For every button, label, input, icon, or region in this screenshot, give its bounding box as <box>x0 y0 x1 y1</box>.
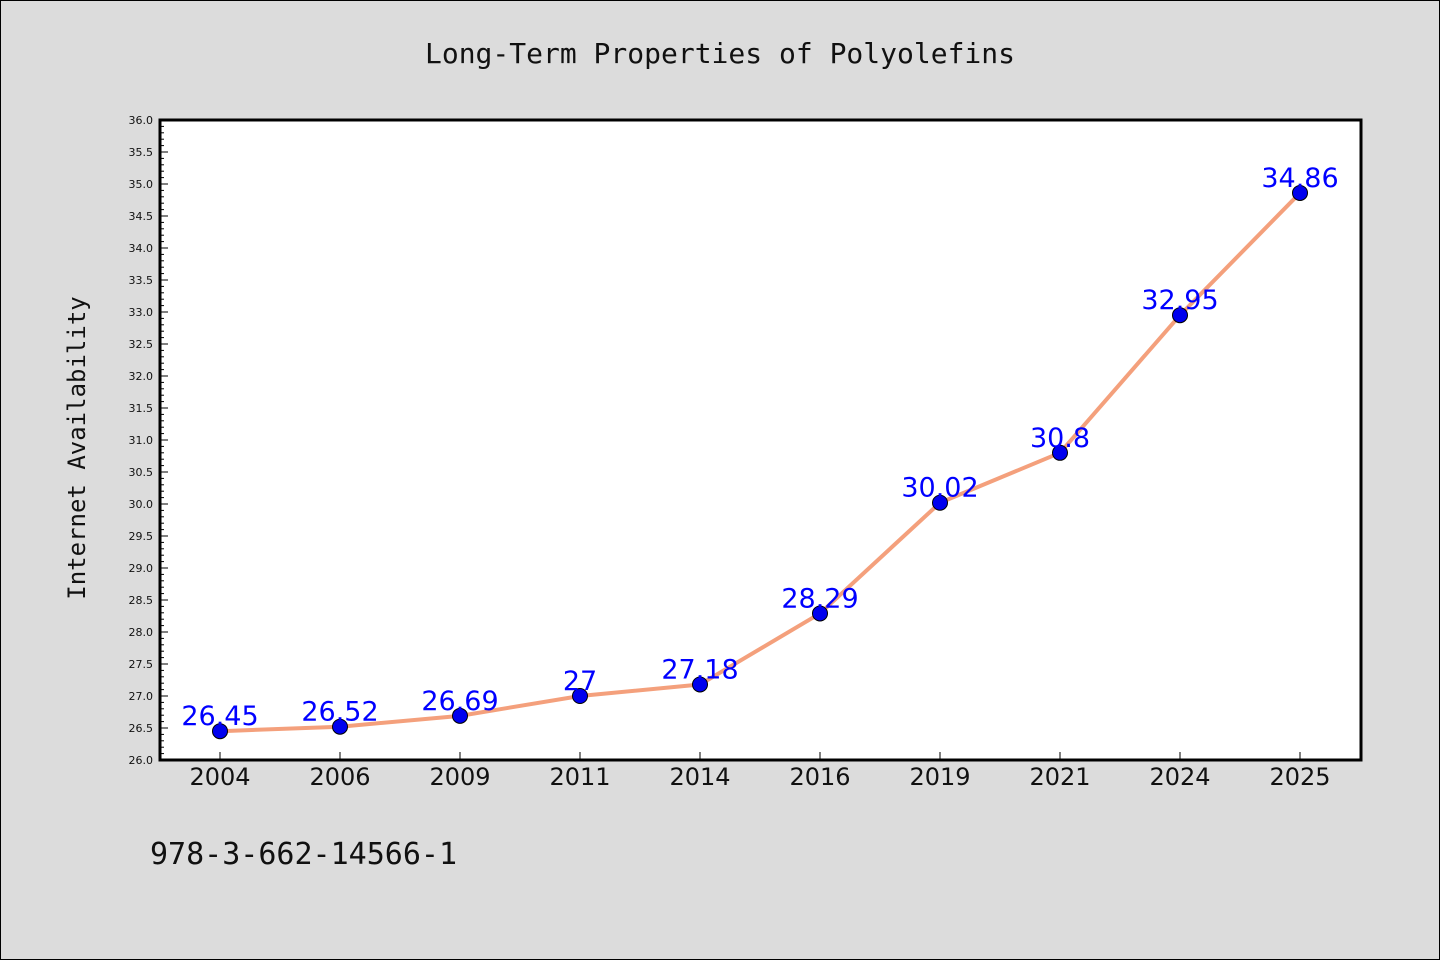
y-tick-label: 35.0 <box>129 178 154 191</box>
y-tick-label: 30.0 <box>129 498 154 511</box>
data-label: 34.86 <box>1261 163 1338 194</box>
y-tick-label: 29.5 <box>129 530 154 543</box>
y-tick-label: 34.0 <box>129 242 154 255</box>
y-tick-label: 29.0 <box>129 562 154 575</box>
x-tick-label: 2021 <box>1029 763 1090 791</box>
y-tick-label: 31.5 <box>129 402 154 415</box>
y-tick-label: 28.5 <box>129 594 154 607</box>
data-label: 30.02 <box>901 473 978 504</box>
series-line <box>219 191 1302 734</box>
y-axis: 26.0 26.5 27.0 27.5 28.0 28.5 29.0 29.5 30.0 30.5… <box>129 114 168 767</box>
y-tick-label: 27.5 <box>129 658 154 671</box>
data-point <box>1292 184 1308 201</box>
x-axis: 2004 2006 2009 2011 2014 2016 2019 2021 2024 2025 <box>189 752 1331 791</box>
y-tick-label: 33.0 <box>129 306 154 319</box>
data-label: 30.8 <box>1030 423 1090 454</box>
y-tick-label: 31.0 <box>129 434 154 447</box>
x-tick-label: 2006 <box>309 763 370 791</box>
x-tick-label: 2025 <box>1269 763 1330 791</box>
x-tick-label: 2024 <box>1149 763 1210 791</box>
data-point <box>212 723 228 740</box>
y-tick-label: 36.0 <box>129 114 154 127</box>
series-layer: 26.45 26.52 26.69 27 27.18 28.29 30.02 30.8 32.9… <box>181 163 1339 740</box>
data-label: 27 <box>563 666 597 697</box>
x-tick-label: 2004 <box>189 763 250 791</box>
chart-title: Long-Term Properties of Polyolefins <box>425 37 1015 70</box>
data-point <box>932 494 948 511</box>
x-tick-label: 2009 <box>429 763 490 791</box>
y-tick-label: 26.0 <box>129 754 154 767</box>
data-label: 27.18 <box>661 654 738 685</box>
y-tick-label: 34.5 <box>129 210 154 223</box>
data-point <box>1172 307 1188 324</box>
y-tick-label: 35.5 <box>129 146 154 159</box>
y-tick-label: 26.5 <box>129 722 154 735</box>
y-axis-label: Internet Availability <box>63 296 91 599</box>
data-point <box>812 605 828 622</box>
data-point <box>332 718 348 735</box>
y-tick-label: 33.5 <box>129 274 154 287</box>
y-tick-label: 32.0 <box>129 370 154 383</box>
data-label: 26.45 <box>181 701 258 732</box>
data-label: 28.29 <box>781 583 858 614</box>
data-point <box>572 688 588 704</box>
y-tick-label: 30.5 <box>129 466 154 479</box>
data-label: 32.95 <box>1141 285 1218 316</box>
data-point <box>452 707 468 724</box>
data-label: 26.69 <box>421 686 498 717</box>
plot-border <box>158 118 1363 762</box>
y-tick-label: 28.0 <box>129 626 154 639</box>
data-label: 26.52 <box>301 697 378 728</box>
x-tick-label: 2016 <box>789 763 850 791</box>
x-tick-label: 2019 <box>909 763 970 791</box>
y-tick-label: 32.5 <box>129 338 154 351</box>
x-tick-label: 2011 <box>549 763 610 791</box>
y-tick-label: 27.0 <box>129 690 154 703</box>
footnote-isbn: 978-3-662-14566-1 <box>150 837 457 872</box>
x-tick-label: 2014 <box>669 763 730 791</box>
data-point <box>1052 444 1068 461</box>
data-point <box>692 676 708 693</box>
plot-area <box>160 120 1361 760</box>
